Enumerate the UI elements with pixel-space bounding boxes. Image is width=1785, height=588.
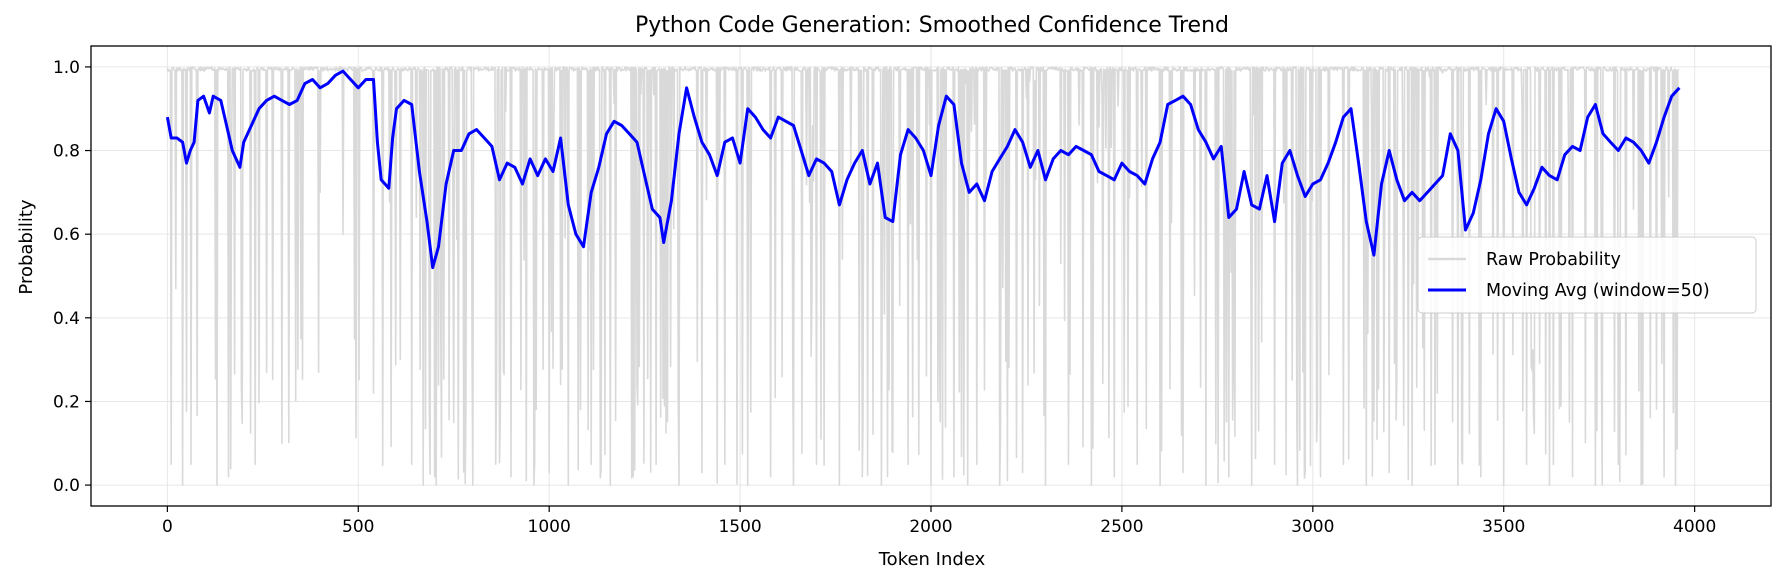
- x-tick-label: 500: [342, 517, 374, 537]
- y-tick-label: 0.0: [53, 476, 80, 496]
- x-tick-label: 2000: [909, 517, 952, 537]
- x-tick-label: 4000: [1673, 517, 1716, 537]
- x-tick-label: 1000: [528, 517, 571, 537]
- legend-label-raw-probability: Raw Probability: [1486, 250, 1621, 270]
- y-tick-label: 0.6: [53, 225, 80, 245]
- x-tick-label: 3500: [1482, 517, 1525, 537]
- x-tick-label: 3000: [1291, 517, 1334, 537]
- y-tick-label: 0.8: [53, 142, 80, 162]
- legend-label-moving-average: Moving Avg (window=50): [1486, 281, 1710, 301]
- x-tick-label: 2500: [1100, 517, 1143, 537]
- chart-title: Python Code Generation: Smoothed Confide…: [635, 13, 1229, 38]
- legend-box: [1418, 237, 1756, 313]
- y-tick-label: 0.2: [53, 392, 80, 412]
- legend: Raw Probability Moving Avg (window=50): [1418, 237, 1756, 313]
- x-tick-label: 0: [162, 517, 173, 537]
- y-axis-label: Probability: [16, 199, 37, 294]
- y-tick-label: 0.4: [53, 309, 80, 329]
- x-tick-label: 1500: [718, 517, 761, 537]
- y-tick-label: 1.0: [53, 58, 80, 78]
- x-axis-label: Token Index: [878, 549, 986, 570]
